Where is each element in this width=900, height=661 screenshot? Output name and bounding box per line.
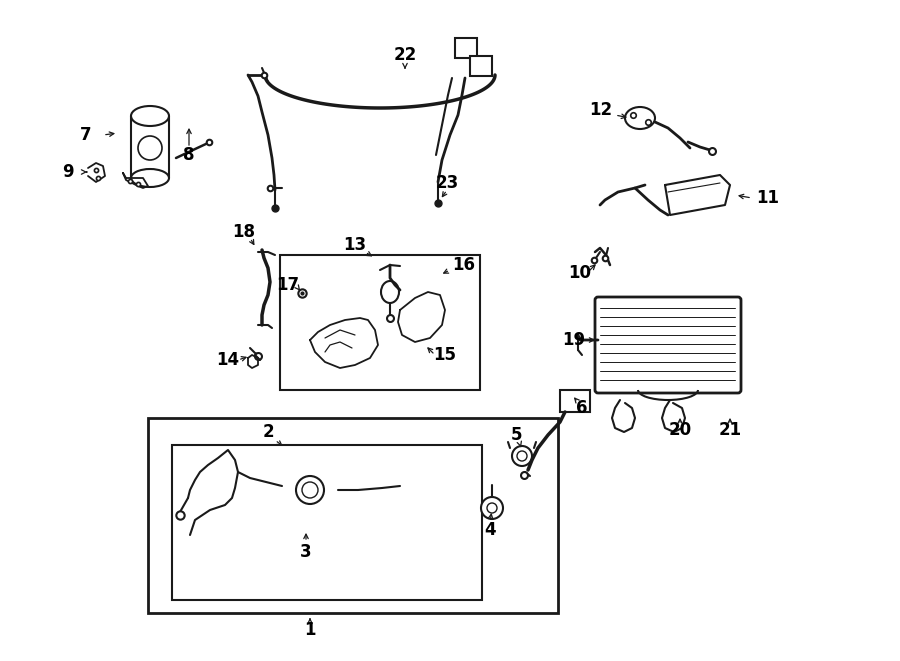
Bar	[560, 390, 590, 412]
Ellipse shape	[487, 503, 497, 513]
Ellipse shape	[131, 169, 169, 187]
Text: 14: 14	[216, 351, 239, 369]
Ellipse shape	[512, 446, 532, 466]
Bar	[455, 38, 477, 58]
Text: 4: 4	[484, 521, 496, 539]
Ellipse shape	[381, 281, 399, 303]
Text: 22: 22	[393, 46, 417, 64]
Text: 12: 12	[590, 101, 613, 119]
Text: 5: 5	[510, 426, 522, 444]
Text: 17: 17	[276, 276, 300, 294]
Bar	[470, 56, 492, 76]
Bar	[280, 255, 480, 390]
Ellipse shape	[131, 106, 169, 126]
Ellipse shape	[296, 476, 324, 504]
Text: 2: 2	[262, 423, 274, 441]
Text: 18: 18	[232, 223, 256, 241]
FancyBboxPatch shape	[595, 297, 741, 393]
Text: 21: 21	[718, 421, 742, 439]
Text: 23: 23	[436, 174, 459, 192]
Text: 6: 6	[576, 399, 588, 417]
Text: 8: 8	[184, 146, 194, 164]
Text: 10: 10	[569, 264, 591, 282]
Bar	[148, 418, 558, 613]
Ellipse shape	[302, 482, 318, 498]
Text: 20: 20	[669, 421, 691, 439]
Text: 7: 7	[80, 126, 92, 144]
Ellipse shape	[517, 451, 527, 461]
Text: 16: 16	[453, 256, 475, 274]
Text: 1: 1	[304, 621, 316, 639]
Text: 19: 19	[562, 331, 586, 349]
Text: 15: 15	[434, 346, 456, 364]
Ellipse shape	[138, 136, 162, 160]
Text: 11: 11	[757, 189, 779, 207]
Ellipse shape	[481, 497, 503, 519]
Bar	[172, 445, 482, 600]
Text: 13: 13	[344, 236, 366, 254]
Ellipse shape	[625, 107, 655, 129]
Text: 9: 9	[62, 163, 74, 181]
Text: 3: 3	[301, 543, 311, 561]
